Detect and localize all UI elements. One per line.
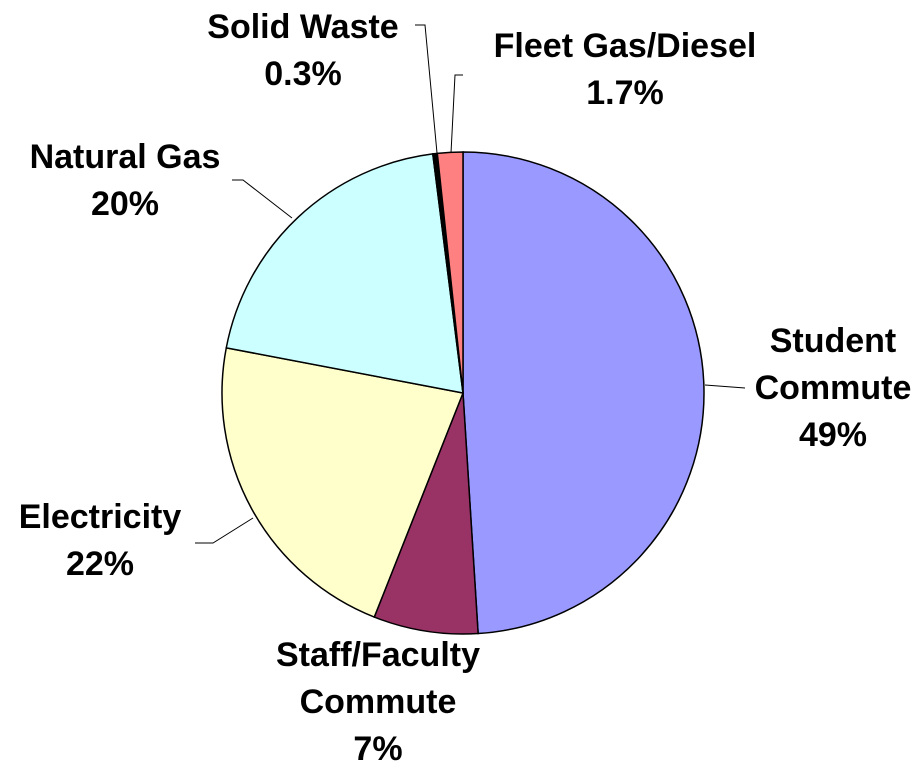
leader-line bbox=[232, 179, 293, 219]
pie-slice bbox=[462, 151, 705, 635]
value-label: 0.3% bbox=[264, 55, 342, 93]
category-label: Electricity bbox=[18, 498, 182, 536]
slice-label: Electricity 22% bbox=[0, 494, 230, 588]
slice-label: Solid Waste 0.3% bbox=[173, 4, 433, 98]
value-label: 49% bbox=[798, 416, 868, 454]
category-label: Fleet Gas/Diesel bbox=[493, 27, 757, 65]
value-label: 1.7% bbox=[586, 74, 664, 112]
leader-lines bbox=[195, 24, 746, 544]
category-label: Staff/Faculty Commute bbox=[275, 636, 481, 721]
slice-label: Student Commute 49% bbox=[748, 318, 918, 459]
value-label: 7% bbox=[353, 730, 403, 761]
category-label: Solid Waste bbox=[207, 8, 399, 46]
pie-slice bbox=[436, 151, 464, 394]
pie-slice bbox=[221, 346, 465, 619]
leader-line bbox=[195, 517, 254, 544]
category-label: Student Commute bbox=[754, 322, 912, 407]
pie-slice bbox=[373, 392, 479, 635]
slices bbox=[221, 151, 705, 635]
slice-label: Staff/Faculty Commute 7% bbox=[258, 632, 498, 761]
leader-line bbox=[415, 24, 438, 154]
slice-label: Fleet Gas/Diesel 1.7% bbox=[465, 23, 785, 117]
pie-slice bbox=[225, 153, 464, 394]
leader-line bbox=[704, 384, 746, 389]
slice-label: Natural Gas 20% bbox=[0, 134, 255, 228]
leader-line bbox=[450, 74, 463, 154]
value-label: 20% bbox=[90, 185, 160, 223]
category-label: Natural Gas bbox=[29, 138, 221, 176]
value-label: 22% bbox=[65, 545, 135, 583]
